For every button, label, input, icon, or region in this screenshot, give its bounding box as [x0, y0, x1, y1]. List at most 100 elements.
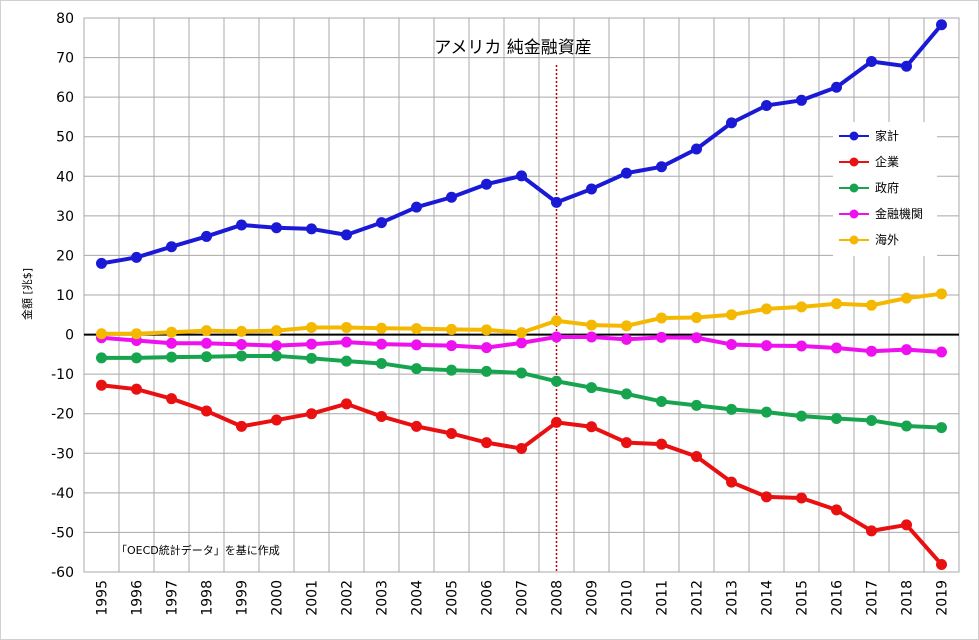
data-point	[271, 325, 282, 337]
data-point	[481, 324, 492, 336]
data-point	[166, 326, 177, 338]
y-tick-label: 60	[56, 90, 74, 106]
y-tick-label: 80	[56, 11, 74, 27]
data-point	[201, 230, 212, 242]
data-point	[96, 379, 107, 391]
data-point	[761, 99, 772, 111]
data-point	[201, 337, 212, 349]
x-tick-label: 2002	[340, 580, 356, 616]
y-tick-label: -20	[51, 407, 74, 423]
data-point	[831, 342, 842, 354]
data-point	[831, 81, 842, 93]
series-2	[96, 350, 947, 434]
data-point	[551, 315, 562, 327]
data-point	[586, 382, 597, 394]
data-point	[796, 492, 807, 504]
data-point	[621, 167, 632, 179]
data-point	[236, 325, 247, 337]
data-point	[306, 321, 317, 333]
data-point	[936, 346, 947, 358]
data-point	[726, 403, 737, 415]
data-point	[866, 345, 877, 357]
data-point	[236, 350, 247, 362]
data-point	[551, 196, 562, 208]
data-point	[341, 229, 352, 241]
data-point	[866, 414, 877, 426]
data-point	[201, 351, 212, 363]
x-tick-label: 2014	[760, 580, 776, 616]
data-point	[901, 292, 912, 304]
y-tick-label: 40	[56, 169, 74, 185]
data-point	[691, 332, 702, 344]
source-note: 「OECD統計データ」を基に作成	[116, 543, 280, 557]
data-point	[376, 217, 387, 229]
data-point	[271, 222, 282, 234]
legend-label: 政府	[875, 180, 899, 195]
x-tick-label: 1996	[130, 580, 146, 616]
x-tick-label: 2009	[585, 580, 601, 616]
data-point	[656, 312, 667, 324]
data-point	[761, 303, 772, 315]
data-point	[446, 340, 457, 352]
data-point	[516, 443, 527, 455]
legend-label: 海外	[875, 232, 899, 247]
data-point	[831, 298, 842, 310]
data-point	[901, 344, 912, 356]
data-point	[376, 322, 387, 334]
data-point	[166, 241, 177, 253]
data-point	[446, 428, 457, 439]
data-point	[341, 398, 352, 410]
data-point	[96, 352, 107, 364]
data-point	[656, 331, 667, 343]
data-point	[131, 251, 142, 263]
x-tick-label: 1995	[95, 580, 111, 616]
data-point	[516, 367, 527, 379]
data-point	[621, 333, 632, 345]
x-tick-label: 2011	[655, 580, 671, 616]
data-point	[901, 420, 912, 432]
x-tick-label: 2003	[375, 580, 391, 616]
x-tick-label: 2013	[725, 580, 741, 616]
data-point	[96, 328, 107, 340]
data-point	[551, 331, 562, 343]
data-point	[831, 504, 842, 516]
x-tick-label: 2017	[865, 580, 881, 616]
data-point	[481, 365, 492, 377]
data-point	[586, 183, 597, 195]
data-point	[306, 338, 317, 350]
x-tick-label: 2001	[305, 580, 321, 616]
chart-title: アメリカ 純金融資産	[434, 38, 592, 58]
data-point	[481, 437, 492, 449]
data-point	[691, 450, 702, 462]
data-point	[761, 491, 772, 503]
data-point	[236, 219, 247, 231]
data-point	[131, 328, 142, 340]
y-tick-label: 0	[65, 328, 74, 344]
y-axis-label: 金額 [兆$]	[20, 268, 34, 320]
y-tick-label: -30	[51, 446, 74, 462]
data-point	[341, 355, 352, 367]
x-tick-label: 2012	[690, 580, 706, 616]
data-point	[446, 323, 457, 335]
data-point	[411, 201, 422, 213]
legend-label: 企業	[875, 154, 899, 169]
data-point	[166, 351, 177, 363]
data-point	[236, 338, 247, 350]
y-tick-label: 70	[56, 51, 74, 67]
data-point	[516, 327, 527, 339]
data-point	[726, 309, 737, 321]
data-point	[761, 340, 772, 352]
data-point	[936, 558, 947, 570]
data-point	[586, 421, 597, 433]
data-point	[796, 340, 807, 352]
data-point	[656, 395, 667, 407]
legend-swatch-marker	[849, 183, 859, 193]
data-point	[376, 410, 387, 422]
x-tick-label: 1997	[165, 580, 181, 616]
data-point	[621, 388, 632, 400]
series-3	[96, 331, 947, 358]
y-tick-label: 10	[56, 288, 74, 304]
